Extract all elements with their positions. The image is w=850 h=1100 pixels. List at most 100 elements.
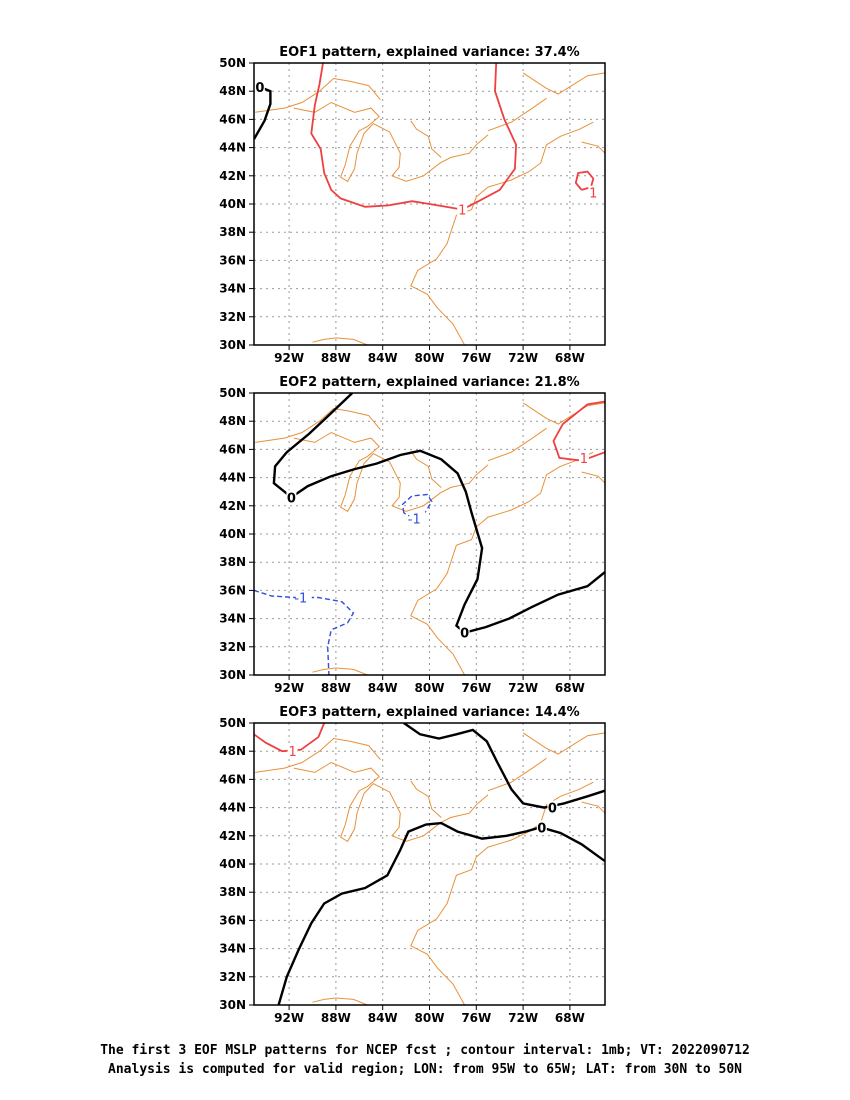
coastline	[487, 757, 547, 792]
coastline	[410, 780, 442, 818]
contour-label-bg	[547, 800, 558, 815]
contour-label-positive: 1	[589, 187, 597, 202]
lon-tick-label: 92W	[274, 351, 304, 365]
panel-title: EOF1 pattern, explained variance: 37.4%	[279, 45, 579, 60]
lat-tick-label: 40N	[219, 527, 246, 541]
contour-label-bg	[254, 79, 265, 94]
contour-label-bg	[459, 625, 470, 640]
lon-tick-label: 92W	[274, 1011, 304, 1025]
coastline	[312, 667, 368, 675]
lat-tick-label: 38N	[219, 225, 246, 239]
contour-label-bg	[295, 590, 312, 605]
coastline	[293, 431, 489, 513]
coastline	[522, 402, 605, 425]
lat-tick-label: 32N	[219, 310, 246, 324]
eof2-panel: EOF2 pattern, explained variance: 21.8% 5…	[219, 375, 606, 695]
lon-tick-label: 88W	[321, 681, 351, 695]
coastline	[487, 427, 547, 462]
panel-frame	[253, 392, 606, 676]
contour-label-zero: 0	[460, 627, 469, 642]
lat-tick-label: 32N	[219, 970, 246, 984]
lon-tick-label: 80W	[415, 1011, 445, 1025]
contour-zero	[277, 821, 605, 1005]
contour-label-bg	[578, 450, 589, 465]
eof1-panel: EOF1 pattern, explained variance: 37.4% 5…	[219, 45, 606, 365]
lat-tick-label: 46N	[219, 442, 246, 456]
coastline	[293, 101, 489, 183]
lon-tick-label: 68W	[555, 351, 585, 365]
lat-tick-label: 46N	[219, 112, 246, 126]
coastline	[581, 801, 605, 814]
contour-label-zero: 0	[287, 491, 296, 506]
lon-tick-label: 84W	[368, 1011, 398, 1025]
lat-tick-label: 36N	[219, 913, 246, 927]
lat-tick-label: 30N	[219, 338, 246, 352]
coastline	[410, 450, 442, 488]
contour-zero	[254, 85, 272, 140]
lon-tick-label: 76W	[461, 351, 491, 365]
contour-zero	[403, 723, 605, 809]
coastline	[255, 737, 381, 773]
lat-tick-label: 34N	[219, 942, 246, 956]
lat-tick-label: 44N	[219, 141, 246, 155]
lon-tick-label: 72W	[508, 681, 538, 695]
lon-tick-label: 80W	[415, 681, 445, 695]
contour-label-bg	[588, 185, 599, 200]
lat-tick-label: 30N	[219, 998, 246, 1012]
map-area: 00 1	[254, 723, 605, 1005]
lat-tick-label: 42N	[219, 829, 246, 843]
coastline	[522, 72, 605, 95]
coastline	[255, 407, 381, 443]
contour-label-zero: 0	[548, 802, 557, 817]
coastline	[410, 451, 594, 675]
lon-tick-label: 68W	[555, 681, 585, 695]
lat-tick-label: 36N	[219, 253, 246, 267]
lat-tick-label: 42N	[219, 169, 246, 183]
lat-tick-label: 30N	[219, 668, 246, 682]
panel-frame	[253, 722, 606, 1006]
contour-label-bg	[536, 820, 547, 835]
caption-line-2: Analysis is computed for valid region; L…	[108, 1062, 742, 1077]
contour-label-zero: 0	[537, 821, 546, 836]
contour-zero	[272, 393, 605, 635]
contour-label-bg	[287, 744, 298, 759]
lat-tick-label: 50N	[219, 716, 246, 730]
lat-tick-label: 48N	[219, 84, 246, 98]
contour-label-negative: -1	[408, 512, 421, 527]
contour-label-zero: 0	[255, 81, 264, 96]
coastline	[581, 141, 605, 154]
contour-label-bg	[409, 511, 426, 526]
lon-tick-label: 76W	[461, 681, 491, 695]
panel-frame	[253, 62, 606, 346]
coastline	[255, 77, 381, 113]
panel-title: EOF2 pattern, explained variance: 21.8%	[279, 375, 579, 390]
lon-tick-label: 92W	[274, 681, 304, 695]
lon-tick-label: 68W	[555, 1011, 585, 1025]
coastline	[312, 997, 368, 1005]
lat-tick-label: 42N	[219, 499, 246, 513]
contour-label-positive: 1	[458, 204, 466, 219]
contour-label-positive: 1	[580, 452, 588, 467]
panel-title: EOF3 pattern, explained variance: 14.4%	[279, 705, 579, 720]
coastline	[410, 121, 594, 345]
contour-label-bg	[457, 202, 468, 217]
lat-tick-label: 50N	[219, 56, 246, 70]
lat-tick-label: 50N	[219, 386, 246, 400]
coastline	[522, 732, 605, 755]
lon-tick-label: 84W	[368, 351, 398, 365]
coastline	[293, 761, 489, 843]
contour-positive	[310, 63, 518, 211]
lat-tick-label: 40N	[219, 857, 246, 871]
coastline	[487, 97, 547, 132]
lat-tick-label: 48N	[219, 414, 246, 428]
lon-tick-label: 88W	[321, 351, 351, 365]
lon-tick-label: 72W	[508, 1011, 538, 1025]
lon-tick-label: 84W	[368, 681, 398, 695]
contour-negative	[254, 589, 355, 675]
lat-tick-label: 48N	[219, 744, 246, 758]
coastline	[410, 120, 442, 158]
lon-tick-label: 88W	[321, 1011, 351, 1025]
lat-tick-label: 38N	[219, 555, 246, 569]
eof3-panel: EOF3 pattern, explained variance: 14.4% 5…	[219, 705, 606, 1025]
